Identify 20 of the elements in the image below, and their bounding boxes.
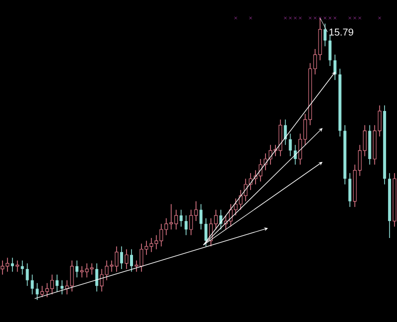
candlestick (324, 23, 327, 47)
candlestick (199, 204, 202, 230)
candlestick (348, 172, 352, 208)
candlestick (95, 262, 98, 292)
candlestick (204, 218, 208, 247)
candlestick (16, 260, 20, 272)
candlestick (288, 133, 292, 157)
candlestick (20, 260, 24, 276)
candlestick (75, 260, 78, 278)
candlestick (26, 262, 29, 286)
candlestick (124, 248, 128, 270)
annotation: 15.79 (329, 28, 354, 36)
candlestick (120, 246, 124, 270)
candlestick (130, 248, 133, 272)
candlestick (180, 209, 183, 228)
candlestick (56, 274, 59, 292)
candlestick (284, 119, 287, 146)
candlestick (328, 34, 332, 66)
candlestick (184, 215, 188, 236)
candlestick (36, 282, 39, 300)
